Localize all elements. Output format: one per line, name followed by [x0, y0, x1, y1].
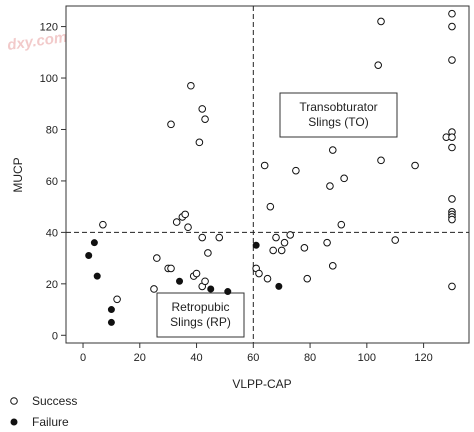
success-point — [300, 244, 309, 252]
success-point — [195, 138, 204, 147]
success-point — [167, 120, 175, 129]
success-point — [377, 156, 385, 165]
annotation-box — [156, 292, 245, 338]
failure-point — [207, 285, 215, 293]
success-point — [340, 174, 348, 183]
success-point — [184, 223, 192, 232]
success-point — [269, 246, 277, 255]
legend: Success Failure — [10, 394, 77, 429]
success-point — [277, 246, 286, 255]
success-point — [280, 238, 289, 247]
x-axis-title: VLPP-CAP — [232, 377, 291, 391]
success-point — [377, 17, 385, 26]
annotation-text: Slings (TO) — [308, 115, 368, 129]
x-tick-label: 100 — [358, 352, 376, 364]
success-point — [448, 282, 456, 291]
failure-point — [90, 239, 98, 247]
failure-point — [85, 252, 93, 260]
x-tick-label: 0 — [80, 352, 86, 364]
success-point — [201, 115, 209, 123]
y-tick-label: 20 — [46, 279, 58, 291]
success-point — [448, 195, 456, 203]
success-point — [260, 161, 269, 170]
legend-label: Failure — [32, 415, 69, 429]
success-point — [286, 231, 295, 239]
success-point — [328, 146, 337, 154]
success-point — [181, 210, 189, 219]
legend-success-marker — [10, 397, 18, 405]
success-point — [266, 202, 275, 211]
success-point — [255, 269, 263, 278]
failure-point — [252, 241, 260, 249]
success-point — [150, 285, 158, 293]
x-tick-label: 40 — [190, 352, 202, 364]
x-axis: 0 20 40 60 80 100 120 — [80, 343, 433, 364]
success-point — [448, 9, 456, 18]
x-tick-label: 80 — [304, 352, 316, 364]
success-point — [448, 56, 456, 64]
success-point — [374, 61, 382, 69]
x-tick-label: 60 — [247, 352, 259, 364]
failure-point — [275, 282, 283, 290]
y-tick-label: 100 — [40, 73, 58, 85]
success-point — [187, 81, 195, 90]
success-point — [328, 262, 337, 270]
success-point — [113, 295, 121, 304]
success-point — [167, 264, 175, 273]
success-point — [323, 238, 331, 247]
success-point — [448, 143, 456, 152]
data-points — [85, 9, 456, 326]
y-tick-label: 120 — [40, 22, 58, 34]
x-tick-label: 120 — [414, 352, 432, 364]
y-axis: 0 20 40 60 80 100 120 — [40, 22, 66, 342]
y-tick-label: 0 — [52, 330, 58, 342]
success-point — [448, 133, 456, 141]
annotation-text: Slings (RP) — [170, 315, 231, 329]
failure-point — [176, 277, 184, 285]
failure-point — [93, 272, 101, 280]
success-point — [448, 215, 456, 224]
success-point — [326, 182, 334, 190]
success-point — [198, 105, 207, 113]
success-point — [448, 22, 456, 31]
success-point — [153, 254, 161, 262]
annotation-text: Retropubic — [171, 300, 229, 314]
y-axis-title: MUCP — [11, 157, 25, 192]
legend-failure-marker — [10, 418, 18, 426]
success-point — [201, 277, 209, 286]
success-point — [215, 233, 224, 242]
success-point — [391, 236, 400, 244]
success-point — [172, 218, 181, 226]
y-tick-label: 80 — [46, 124, 58, 136]
success-point — [204, 249, 212, 257]
failure-point — [107, 318, 115, 326]
failure-point — [224, 288, 232, 296]
y-tick-label: 60 — [46, 176, 58, 188]
success-point — [198, 233, 207, 242]
success-point — [192, 269, 201, 278]
legend-label: Success — [32, 394, 77, 408]
y-tick-label: 40 — [46, 227, 58, 239]
reference-lines — [66, 6, 469, 343]
annotation-text: Transobturator — [299, 100, 377, 114]
watermark-text: dxy.com — [6, 29, 68, 54]
success-point — [411, 161, 419, 170]
success-point — [292, 166, 300, 175]
success-point — [263, 274, 272, 283]
success-point — [272, 233, 280, 242]
success-point — [337, 220, 346, 229]
plot-frame — [65, 5, 470, 344]
annotation-box — [279, 92, 398, 138]
x-tick-label: 20 — [134, 352, 146, 364]
success-point — [99, 220, 107, 229]
failure-point — [107, 306, 115, 314]
success-point — [303, 274, 312, 283]
